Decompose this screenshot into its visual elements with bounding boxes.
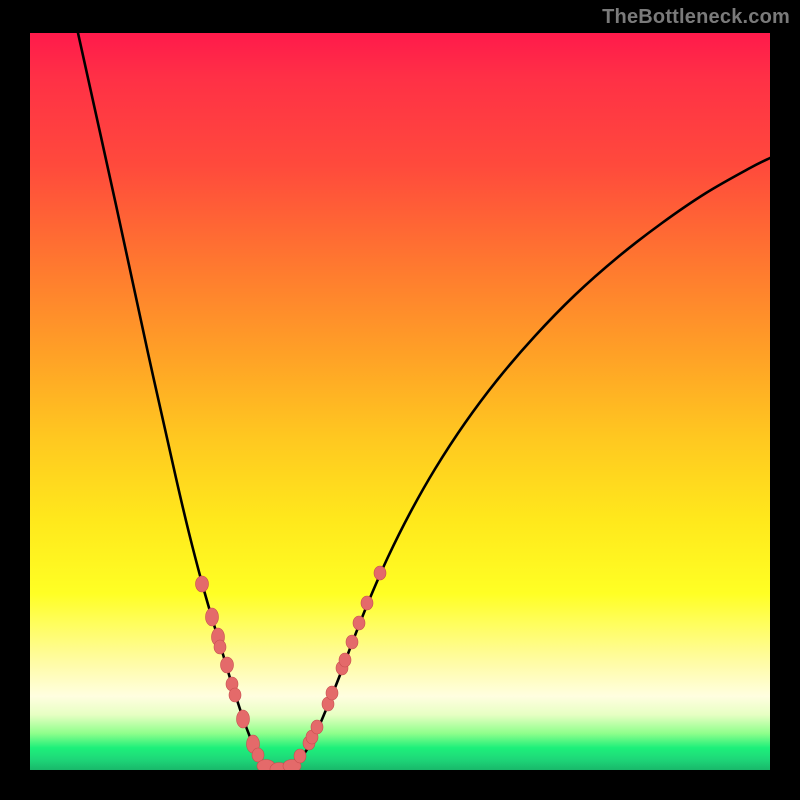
data-marker <box>353 616 365 630</box>
data-marker <box>326 686 338 700</box>
data-marker <box>237 710 250 728</box>
data-marker <box>374 566 386 580</box>
data-marker <box>229 688 241 702</box>
data-marker <box>346 635 358 649</box>
data-marker <box>361 596 373 610</box>
watermark-text: TheBottleneck.com <box>602 6 790 29</box>
data-marker <box>339 653 351 667</box>
marker-group <box>196 566 387 770</box>
chart-canvas: TheBottleneck.com <box>0 0 800 800</box>
data-marker <box>214 640 226 654</box>
data-marker <box>196 576 209 592</box>
marker-layer <box>30 33 770 770</box>
data-marker <box>294 749 306 763</box>
data-marker <box>311 720 323 734</box>
plot-area <box>30 33 770 770</box>
data-marker <box>221 657 234 673</box>
data-marker <box>206 608 219 626</box>
